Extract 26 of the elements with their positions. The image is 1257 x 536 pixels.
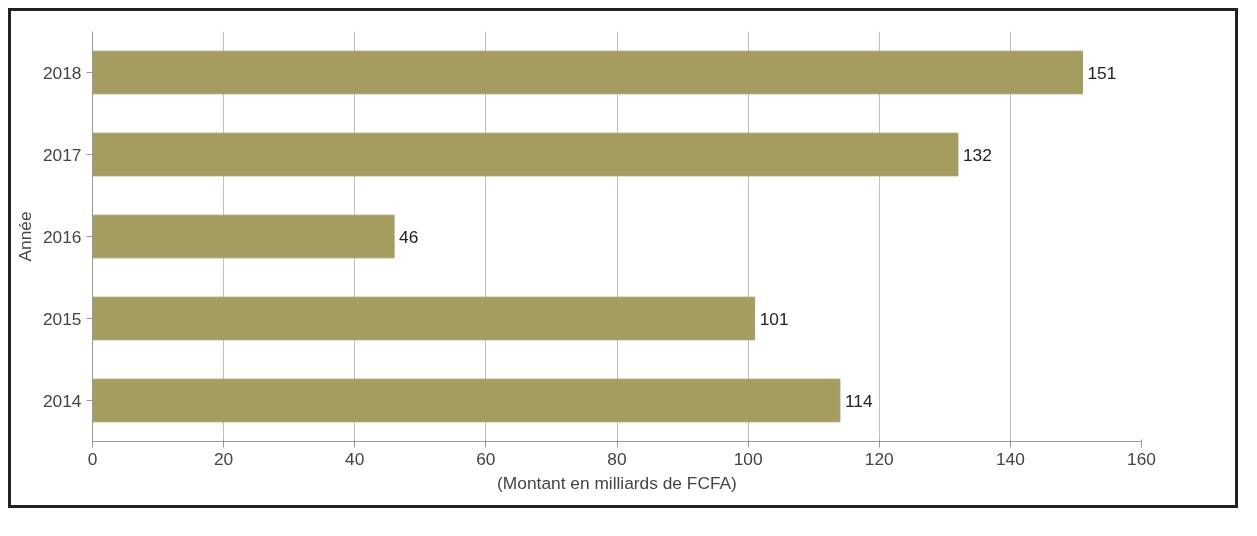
x-tick-label: 20	[213, 448, 234, 469]
x-tick-label: 60	[476, 448, 496, 469]
bar	[92, 378, 841, 423]
x-tick-label: 0	[87, 448, 98, 469]
data-label: 101	[759, 308, 789, 329]
x-tick-label: 160	[1127, 448, 1156, 469]
bar	[92, 50, 1083, 95]
y-tick-label: 2018	[42, 62, 82, 83]
x-tick-label: 40	[345, 448, 365, 469]
x-tick-label: 120	[864, 448, 894, 469]
x-axis-title: (Montant en milliards de FCFA)	[497, 472, 737, 493]
data-label: 114	[844, 390, 873, 411]
bar	[92, 132, 959, 177]
data-label: 46	[399, 226, 419, 247]
bar	[92, 296, 756, 341]
y-axis-title: Année	[14, 211, 35, 262]
y-tick-label: 2017	[42, 144, 82, 165]
y-tick-label: 2015	[42, 308, 82, 329]
data-label: 132	[962, 144, 992, 165]
y-tick-label: 2014	[42, 390, 82, 411]
x-tick-label: 80	[607, 448, 627, 469]
x-tick-label: 100	[733, 448, 763, 469]
x-tick-label: 140	[995, 448, 1025, 469]
bar	[92, 214, 395, 259]
data-label: 151	[1087, 62, 1117, 83]
y-tick-label: 2016	[42, 226, 82, 247]
